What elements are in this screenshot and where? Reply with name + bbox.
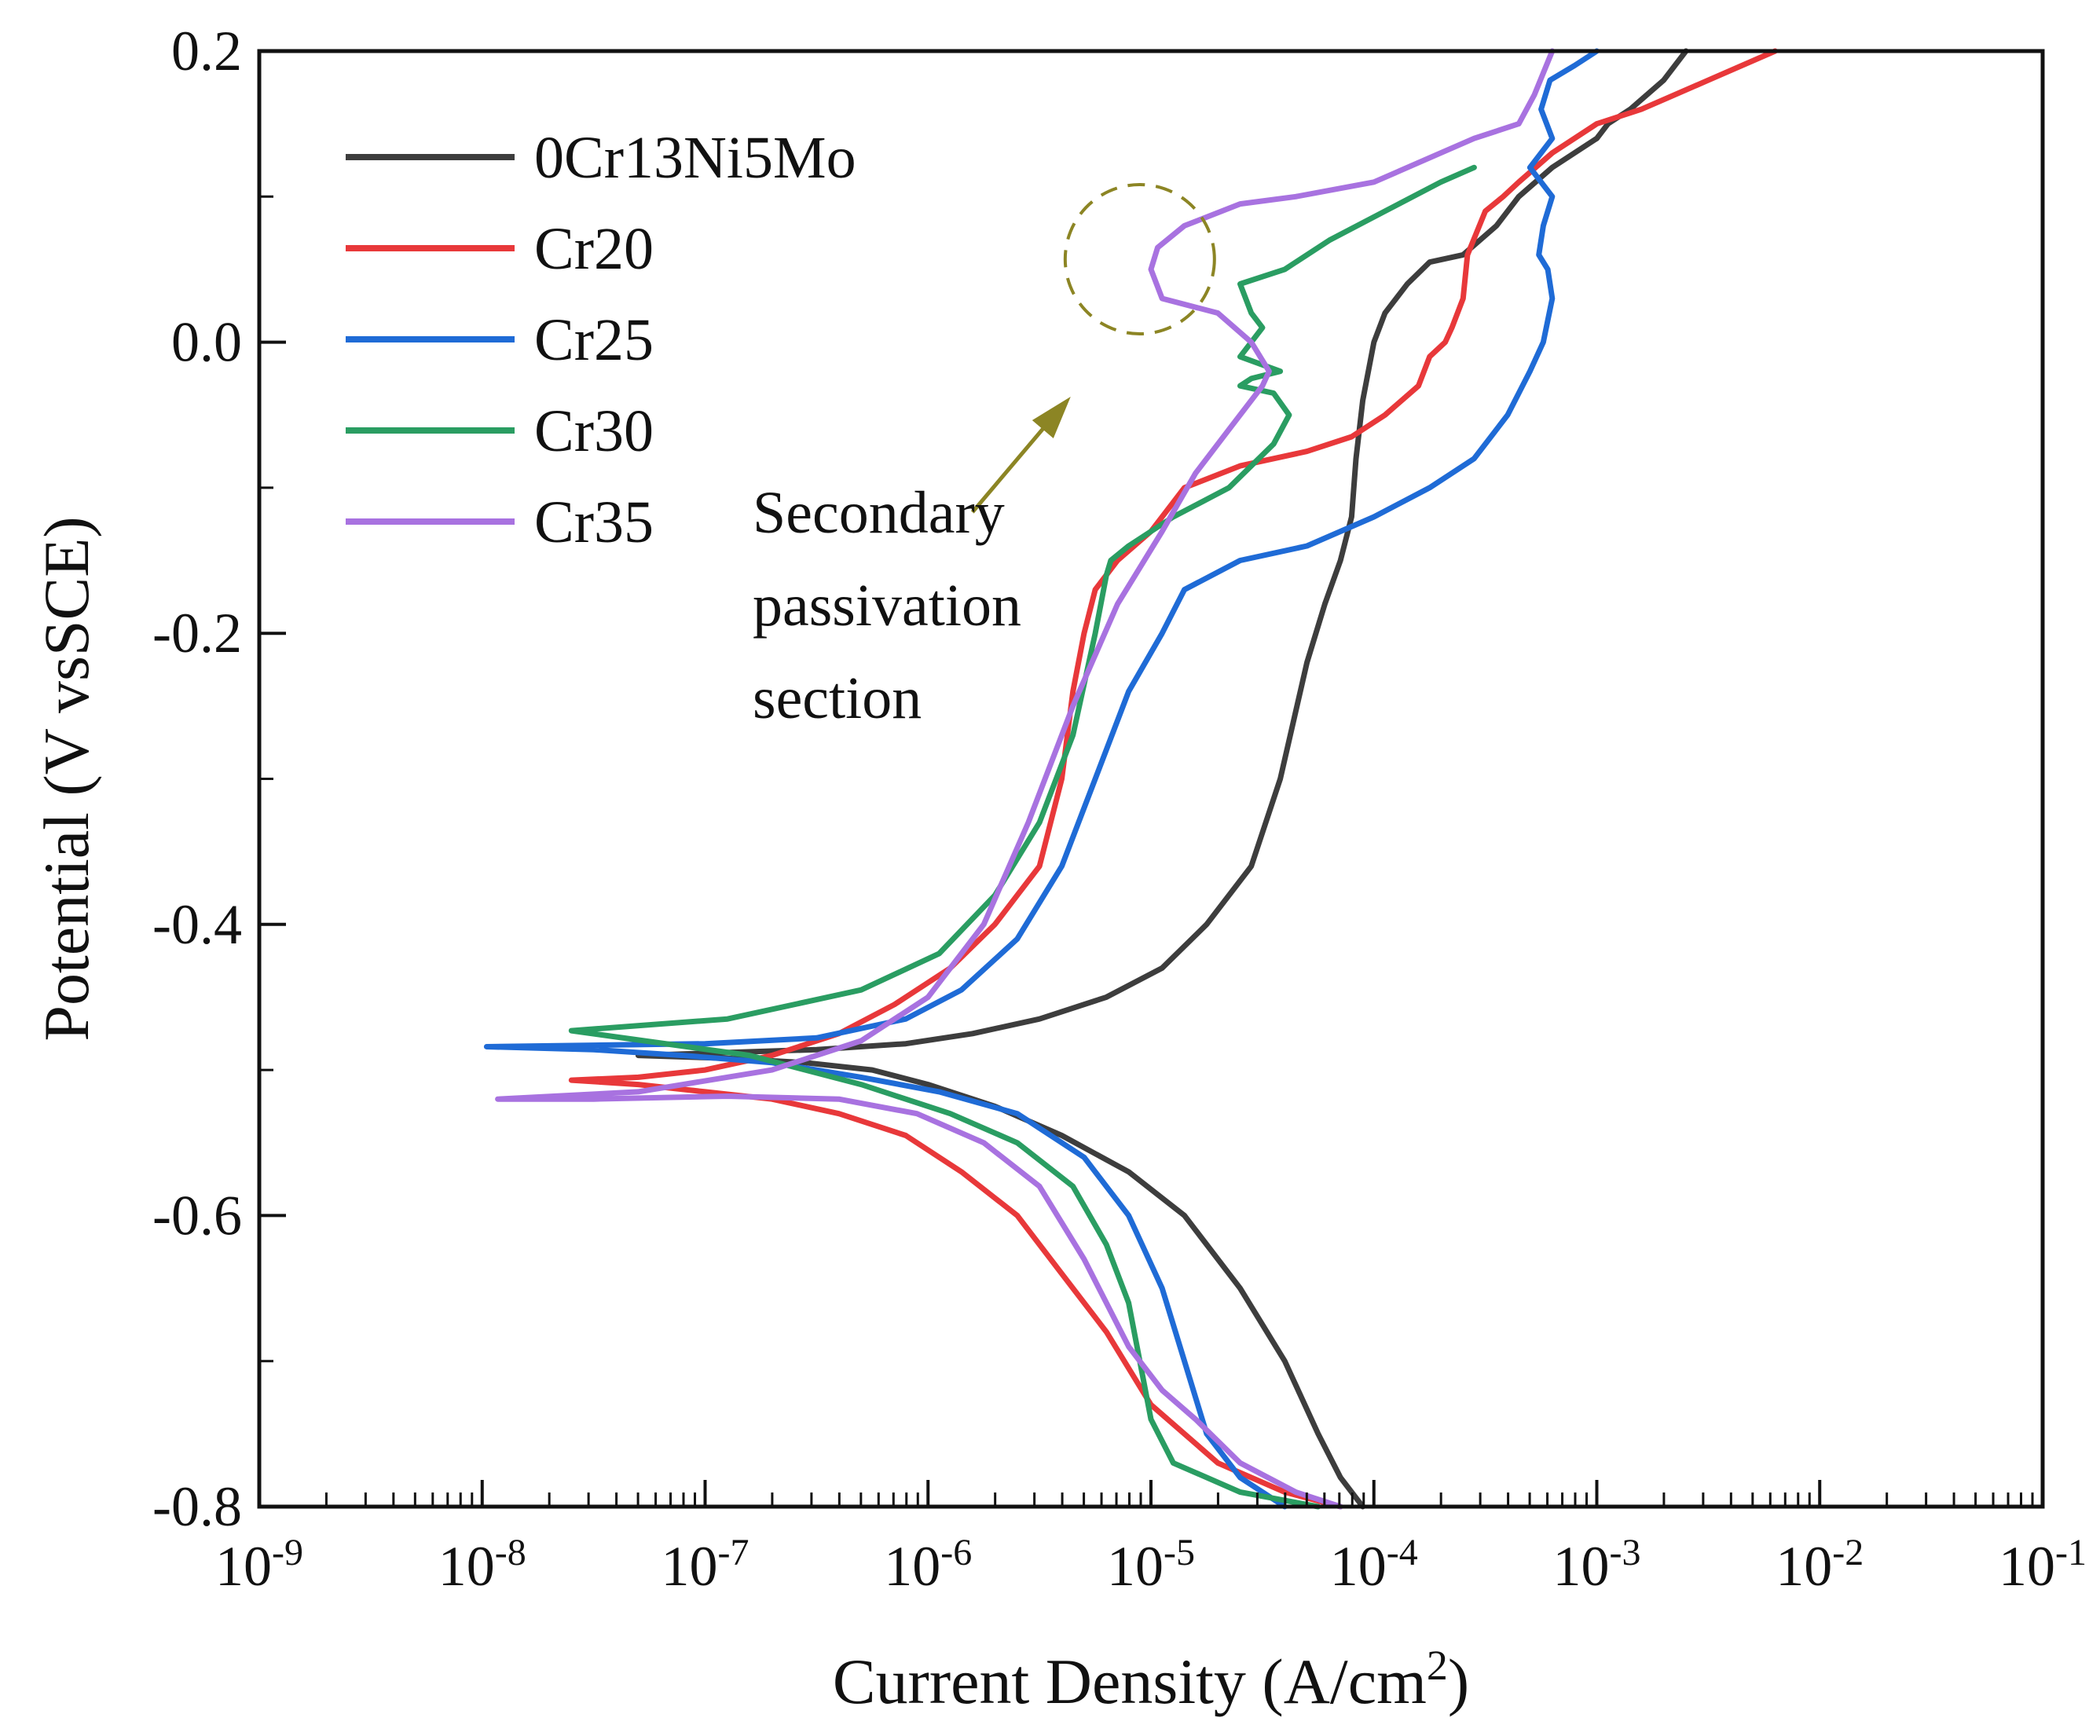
legend-label: Cr25 [534, 307, 654, 373]
x-tick-exp: -2 [1832, 1532, 1864, 1573]
x-axis: 10-9 10-8 10-7 10-6 10-5 10-4 10-3 10-2 10-1 [215, 1480, 2087, 1598]
legend-label: Cr30 [534, 398, 654, 464]
x-tick-exp: -6 [940, 1532, 972, 1573]
x-tick-base: 10 [662, 1535, 718, 1598]
x-axis-title-sup: 2 [1427, 1642, 1448, 1689]
y-tick-label: -0.6 [152, 1184, 242, 1247]
y-tick-label: -0.8 [152, 1475, 242, 1538]
x-axis-title: Current Density (A/cm2) [833, 1642, 1469, 1717]
series-line-2 [483, 48, 1600, 1510]
y-tick-label: 0.2 [171, 20, 242, 82]
x-tick-label: 10-8 [438, 1532, 526, 1599]
legend-label: 0Cr13Ni5Mo [534, 125, 856, 191]
legend-label: Cr35 [534, 489, 654, 555]
annotation-text: passivation [753, 573, 1021, 639]
y-axis-title: Potential (V vsSCE) [31, 516, 102, 1041]
x-tick-base: 10 [438, 1535, 495, 1598]
x-tick-exp: -4 [1387, 1532, 1418, 1573]
x-tick-exp: -5 [1164, 1532, 1195, 1573]
annotation-arrow-head [1032, 396, 1071, 438]
x-tick-base: 10 [1107, 1535, 1164, 1598]
x-tick-base: 10 [215, 1535, 272, 1598]
annotation-layer: Secondary passivation section [753, 182, 1216, 731]
x-tick-label: 10-6 [884, 1532, 972, 1599]
x-tick-exp: -9 [272, 1532, 303, 1573]
series-line-3 [568, 164, 1477, 1510]
series-line-0 [635, 48, 1689, 1510]
x-tick-exp: -3 [1610, 1532, 1641, 1573]
x-tick-exp: -8 [495, 1532, 526, 1573]
x-tick-base: 10 [1553, 1535, 1610, 1598]
x-axis-title-end: ) [1448, 1646, 1469, 1717]
x-tick-label: 10-7 [662, 1532, 749, 1599]
y-tick-label: 0.0 [171, 311, 242, 374]
y-tick-label: -0.2 [152, 602, 242, 665]
annotation-arrow-shaft [970, 424, 1047, 514]
annotation-text: Secondary [753, 480, 1005, 546]
series-line-4 [495, 48, 1556, 1510]
x-tick-base: 10 [1999, 1535, 2055, 1598]
x-tick-base: 10 [1330, 1535, 1387, 1598]
x-tick-label: 10-5 [1107, 1532, 1195, 1599]
y-axis: 0.2 0.0 -0.2 -0.4 -0.6 -0.8 [152, 20, 286, 1538]
legend-label: Cr20 [534, 216, 654, 282]
x-tick-base: 10 [884, 1535, 940, 1598]
legend: 0Cr13Ni5Mo Cr20 Cr25 Cr30 Cr35 [346, 125, 856, 555]
x-tick-label: 10-4 [1330, 1532, 1418, 1599]
annotation-text: section [753, 665, 922, 731]
passivation-circle [1063, 182, 1216, 335]
series-line-1 [568, 48, 1778, 1510]
y-tick-label: -0.4 [152, 893, 242, 956]
x-tick-label: 10-1 [1999, 1532, 2087, 1599]
x-tick-exp: -7 [718, 1532, 749, 1573]
x-axis-title-main: Current Density (A/cm [833, 1646, 1427, 1717]
x-tick-label: 10-3 [1553, 1532, 1641, 1599]
x-tick-label: 10-9 [215, 1532, 303, 1599]
x-tick-label: 10-2 [1776, 1532, 1864, 1599]
series-layer [483, 48, 1778, 1510]
x-tick-exp: -1 [2055, 1532, 2087, 1573]
x-tick-base: 10 [1776, 1535, 1832, 1598]
